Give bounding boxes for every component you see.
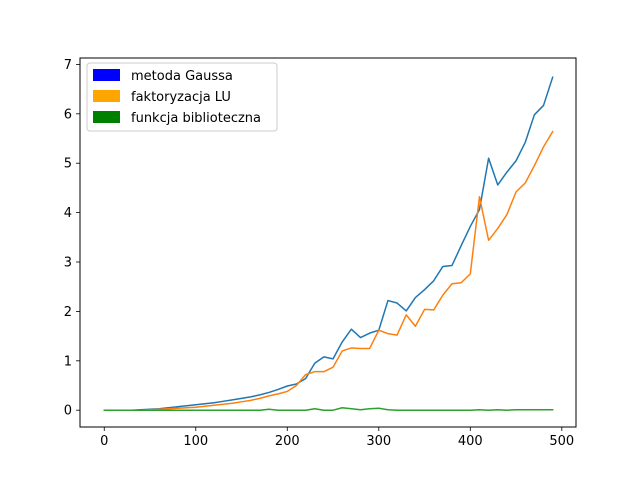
legend-label-gauss: metoda Gaussa <box>131 69 233 84</box>
x-axis: 0 100 200 300 400 500 <box>100 427 574 449</box>
x-tick-label: 200 <box>275 434 300 449</box>
plot-area <box>103 76 554 411</box>
legend-swatch-lu <box>93 90 120 102</box>
y-tick-label: 5 <box>64 157 72 172</box>
legend-label-library: funkcja biblioteczna <box>131 111 261 126</box>
legend-frame <box>86 62 278 132</box>
x-tick-label: 0 <box>100 434 108 449</box>
y-tick-label: 1 <box>64 354 72 369</box>
y-tick-label: 3 <box>64 256 72 271</box>
y-tick-label: 2 <box>64 305 72 320</box>
y-tick-label: 7 <box>64 58 72 73</box>
series-line-1 <box>103 130 554 411</box>
y-axis: 0 1 2 3 4 5 6 7 <box>64 58 80 419</box>
legend-label-lu: faktoryzacja LU <box>131 90 231 105</box>
y-tick-label: 4 <box>64 206 72 221</box>
x-tick-label: 300 <box>366 434 391 449</box>
series-line-2 <box>103 406 554 411</box>
y-tick-label: 6 <box>64 107 72 122</box>
x-tick-label: 500 <box>549 434 574 449</box>
x-tick-label: 400 <box>458 434 483 449</box>
x-tick-label: 100 <box>183 434 208 449</box>
y-tick-label: 0 <box>64 404 72 419</box>
legend-swatch-gauss <box>93 69 120 81</box>
series-layer <box>103 76 554 411</box>
legend-swatch-library <box>93 111 120 123</box>
axes-frame <box>79 57 577 428</box>
legend: metoda Gaussa faktoryzacja LU funkcja bi… <box>86 62 278 132</box>
